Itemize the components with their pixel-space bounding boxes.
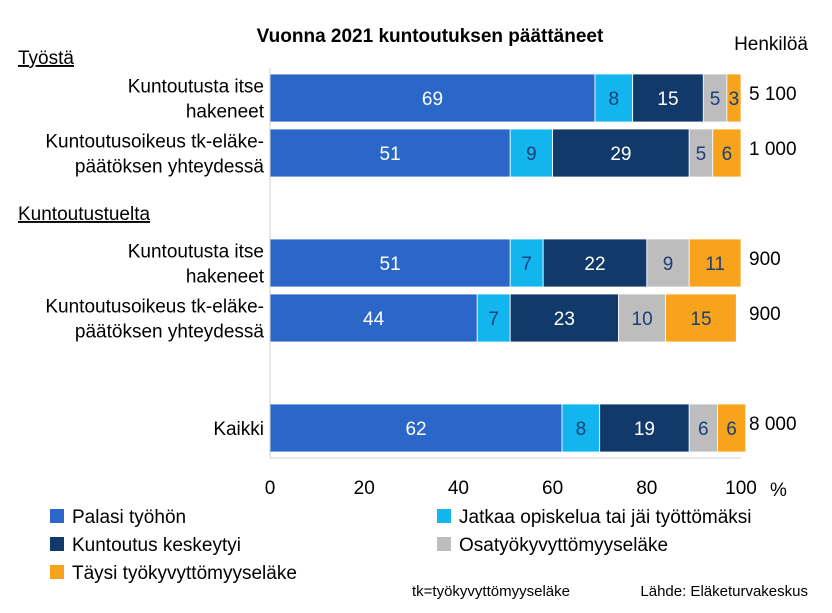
category-label: hakeneet: [186, 267, 265, 288]
x-tick-label: 20: [354, 478, 375, 499]
bar-segment: [509, 293, 619, 343]
bar-segment: [552, 128, 690, 178]
category-label: päätöksen yhteydessä: [75, 322, 265, 343]
data-label: 51: [380, 254, 401, 275]
bar-segment: [269, 73, 596, 123]
data-label: 11: [705, 254, 725, 275]
legend-swatch: [50, 537, 64, 551]
row-count: 1 000: [749, 139, 797, 160]
row-count: 900: [749, 249, 781, 270]
x-axis-unit: %: [770, 480, 787, 501]
category-label: päätöksen yhteydessä: [75, 157, 265, 178]
x-tick-label: 0: [265, 478, 276, 499]
source-note: Lähde: Eläketurvakeskus: [640, 583, 808, 600]
legend-swatch: [50, 565, 64, 579]
category-label: Kuntoutusoikeus tk-eläke-: [45, 297, 264, 318]
data-label: 62: [405, 419, 426, 440]
bar-segment: [665, 293, 737, 343]
x-axis: 0 20 40 60 80 100%: [265, 68, 787, 501]
data-label: 9: [526, 144, 537, 165]
data-label: 9: [663, 254, 674, 275]
category-label: Kuntoutusta itse: [128, 242, 264, 263]
data-label: 23: [554, 309, 575, 330]
category-label: hakeneet: [186, 102, 265, 123]
data-label: 3: [729, 89, 740, 110]
bar-segment: [688, 403, 718, 453]
category-label: Kuntoutusta itse: [128, 77, 264, 98]
data-label: 69: [422, 89, 443, 110]
count-header: Henkilöä: [734, 34, 808, 55]
x-tick-label: 100: [725, 478, 757, 499]
bar-segment: [632, 73, 704, 123]
data-label: 10: [632, 309, 653, 330]
row-counts: 5 100 1 000 900 900 8 000: [749, 84, 797, 435]
legend-label: Täysi työkyvyttömyyseläke: [72, 563, 297, 584]
bar-segment: [476, 293, 511, 343]
group-labels: Työstä Kuntoutustuelta: [18, 48, 150, 225]
bar-segment: [726, 73, 742, 123]
x-tick-label: 60: [542, 478, 563, 499]
chart-title: Vuonna 2021 kuntoutuksen päättäneet: [257, 26, 604, 47]
data-label: 6: [726, 419, 737, 440]
row-count: 900: [749, 304, 781, 325]
data-label: 29: [610, 144, 631, 165]
category-label: Kuntoutusoikeus tk-eläke-: [45, 132, 264, 153]
row-count: 8 000: [749, 414, 797, 435]
bar-segment: [618, 293, 667, 343]
data-label: 15: [690, 309, 711, 330]
abbreviation-note: tk=työkyvyttömyyseläke: [412, 583, 570, 600]
bar-segment: [269, 403, 563, 453]
legend-swatch: [437, 509, 451, 523]
category-label: Kaikki: [213, 419, 264, 440]
data-label: 6: [722, 144, 733, 165]
data-label: 5: [710, 89, 721, 110]
group-label: Työstä: [18, 48, 74, 69]
group-label: Kuntoutustuelta: [18, 204, 150, 225]
bar-segment: [717, 403, 747, 453]
data-label: 51: [380, 144, 401, 165]
bar-segment: [599, 403, 690, 453]
bar-segment: [542, 238, 648, 288]
bar-segment: [712, 128, 742, 178]
legend-label: Kuntoutus keskeytyi: [72, 535, 241, 556]
bar-segment: [646, 238, 690, 288]
legend-swatch: [437, 537, 451, 551]
data-label: 8: [576, 419, 587, 440]
x-tick-label: 80: [636, 478, 657, 499]
bar-segment: [269, 128, 511, 178]
x-tick-label: 40: [448, 478, 469, 499]
bar-segment: [561, 403, 601, 453]
data-label: 8: [609, 89, 620, 110]
data-label: 22: [584, 254, 605, 275]
legend: Palasi työhön Kuntoutus keskeytyi Täysi ty…: [50, 507, 752, 584]
legend-label: Osatyökyvyttömyyseläke: [459, 535, 668, 556]
data-label: 15: [657, 89, 678, 110]
legend-label: Jatkaa opiskelua tai jäi työttömäksi: [459, 507, 752, 528]
legend-label: Palasi työhön: [72, 507, 186, 528]
legend-swatch: [50, 509, 64, 523]
data-label: 6: [698, 419, 709, 440]
bar-segment: [269, 293, 478, 343]
data-label: 44: [363, 309, 385, 330]
data-label: 19: [634, 419, 655, 440]
data-label: 5: [696, 144, 707, 165]
category-labels: Kuntoutusta itse hakeneet Kuntoutusoikeus …: [45, 77, 264, 441]
bar-segment: [688, 238, 742, 288]
row-count: 5 100: [749, 84, 797, 105]
data-label: 7: [488, 309, 499, 330]
data-label: 7: [521, 254, 532, 275]
bar-segment: [269, 238, 511, 288]
bar-segment: [509, 128, 553, 178]
